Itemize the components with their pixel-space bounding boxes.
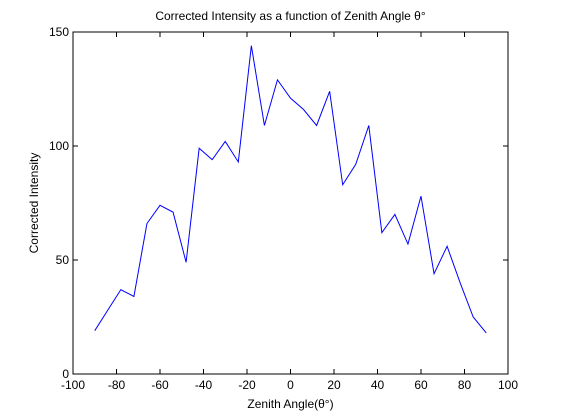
x-tick-label: 40 bbox=[371, 378, 385, 392]
x-tick-label: -60 bbox=[151, 378, 169, 392]
x-tick-label: -100 bbox=[61, 378, 85, 392]
y-axis-title: Corrected Intensity bbox=[27, 153, 41, 254]
x-tick-label: 0 bbox=[287, 378, 294, 392]
x-tick-label: 20 bbox=[327, 378, 341, 392]
y-tick-label: 100 bbox=[49, 139, 69, 153]
plot-area bbox=[72, 31, 509, 375]
x-tick-label: -40 bbox=[195, 378, 213, 392]
x-axis-title: Zenith Angle(θ°) bbox=[247, 397, 333, 411]
series-line bbox=[94, 45, 487, 334]
chart-title: Corrected Intensity as a function of Zen… bbox=[155, 9, 425, 23]
x-tick-label: -80 bbox=[108, 378, 126, 392]
x-axis: -100 -80 -60 -40 -20 0 20 40 60 80 100 bbox=[61, 32, 518, 392]
y-tick-label: 50 bbox=[56, 253, 70, 267]
y-tick-label: 150 bbox=[49, 25, 69, 39]
x-tick-label: 100 bbox=[498, 378, 518, 392]
y-axis: 0 50 100 150 bbox=[49, 25, 508, 381]
series-layer bbox=[94, 45, 487, 334]
x-tick-label: 60 bbox=[414, 378, 428, 392]
x-tick-label: -20 bbox=[238, 378, 256, 392]
x-tick-label: 80 bbox=[458, 378, 472, 392]
y-tick-label: 0 bbox=[62, 367, 69, 381]
